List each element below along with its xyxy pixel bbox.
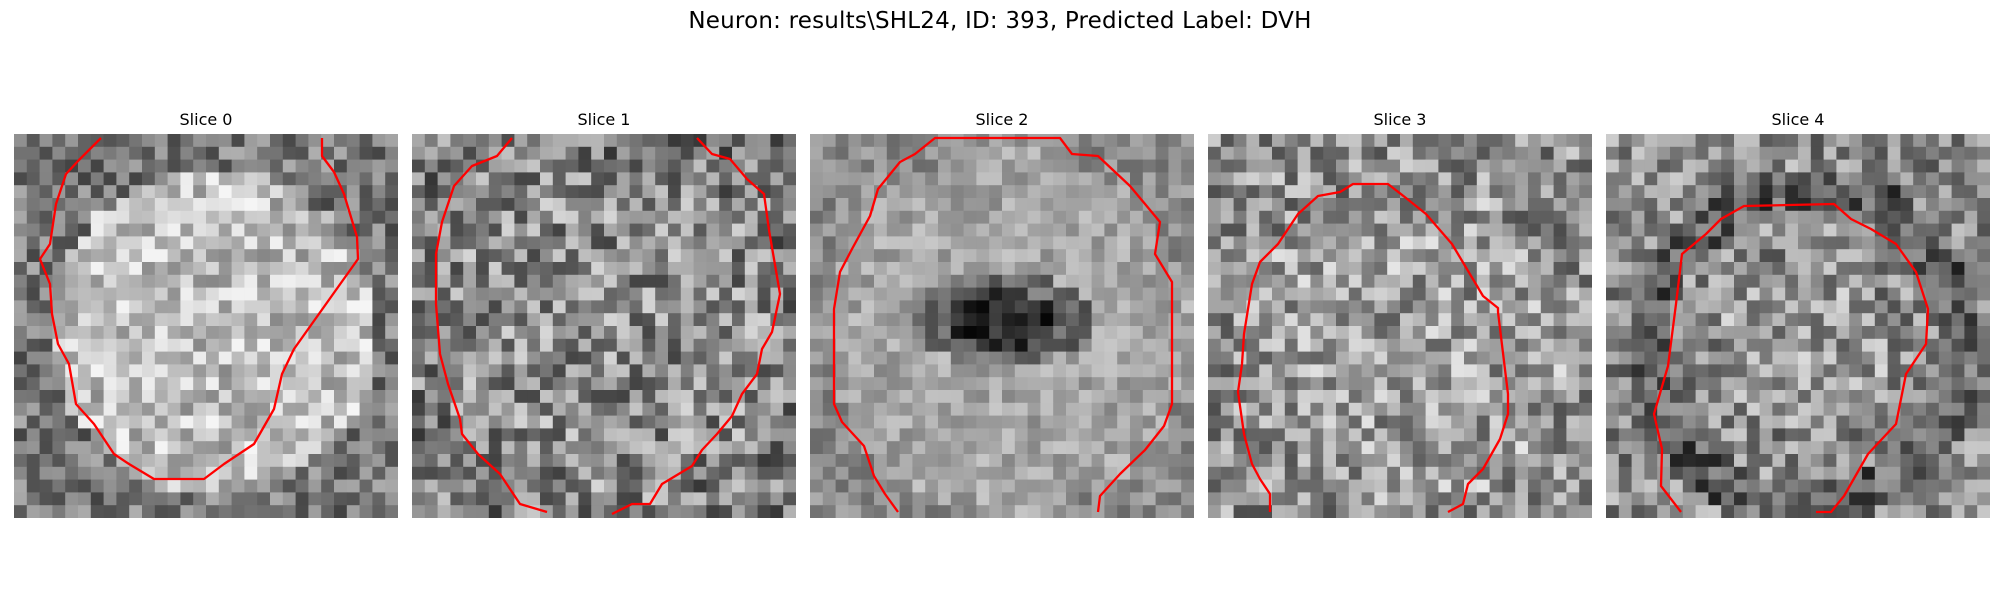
slice-1-title: Slice 1 — [577, 110, 631, 129]
slice-2-title: Slice 2 — [975, 110, 1029, 129]
slice-0-image — [14, 134, 398, 518]
slice-panel-3: Slice 3 — [1208, 108, 1592, 518]
slice-4-contour — [1652, 202, 1930, 514]
slice-2-contour — [832, 136, 1174, 513]
slice-panel-1: Slice 1 — [412, 108, 796, 518]
slice-panel-0: Slice 0 — [14, 108, 398, 518]
slice-1-contour — [434, 137, 548, 514]
slice-3-title: Slice 3 — [1373, 110, 1427, 129]
slice-3-image — [1208, 134, 1592, 518]
slice-1-contour-right — [611, 137, 782, 516]
slice-panel-4: Slice 4 — [1606, 108, 1990, 518]
slice-0-contour — [38, 137, 360, 481]
slice-panel-2: Slice 2 — [810, 108, 1194, 518]
slice-0-title: Slice 0 — [179, 110, 233, 129]
slice-4-title: Slice 4 — [1771, 110, 1825, 129]
slice-4-image — [1606, 134, 1990, 518]
slice-2-image — [810, 134, 1194, 518]
figure-title: Neuron: results\SHL24, ID: 393, Predicte… — [688, 8, 1312, 34]
slice-1-image — [412, 134, 796, 518]
slice-3-contour — [1236, 182, 1510, 514]
